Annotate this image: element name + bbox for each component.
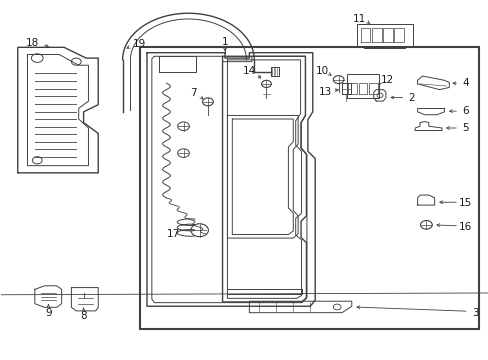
Text: 17: 17: [167, 229, 180, 239]
Text: 7: 7: [190, 88, 196, 98]
Text: 19: 19: [133, 40, 146, 49]
Text: 6: 6: [461, 106, 468, 116]
Text: 15: 15: [458, 198, 471, 208]
Text: 16: 16: [458, 222, 471, 232]
Text: 9: 9: [45, 308, 52, 318]
Text: 2: 2: [407, 93, 414, 103]
Text: 1: 1: [221, 37, 228, 47]
Text: 11: 11: [352, 14, 365, 24]
Text: 14: 14: [242, 66, 256, 76]
Bar: [140, 47, 478, 329]
Text: 12: 12: [380, 75, 393, 85]
Text: 18: 18: [26, 38, 39, 48]
Text: 4: 4: [461, 78, 468, 88]
Text: 13: 13: [318, 87, 331, 97]
Text: 10: 10: [315, 66, 328, 76]
Text: 3: 3: [471, 308, 477, 318]
Text: 5: 5: [461, 123, 468, 133]
Text: 8: 8: [80, 311, 87, 321]
